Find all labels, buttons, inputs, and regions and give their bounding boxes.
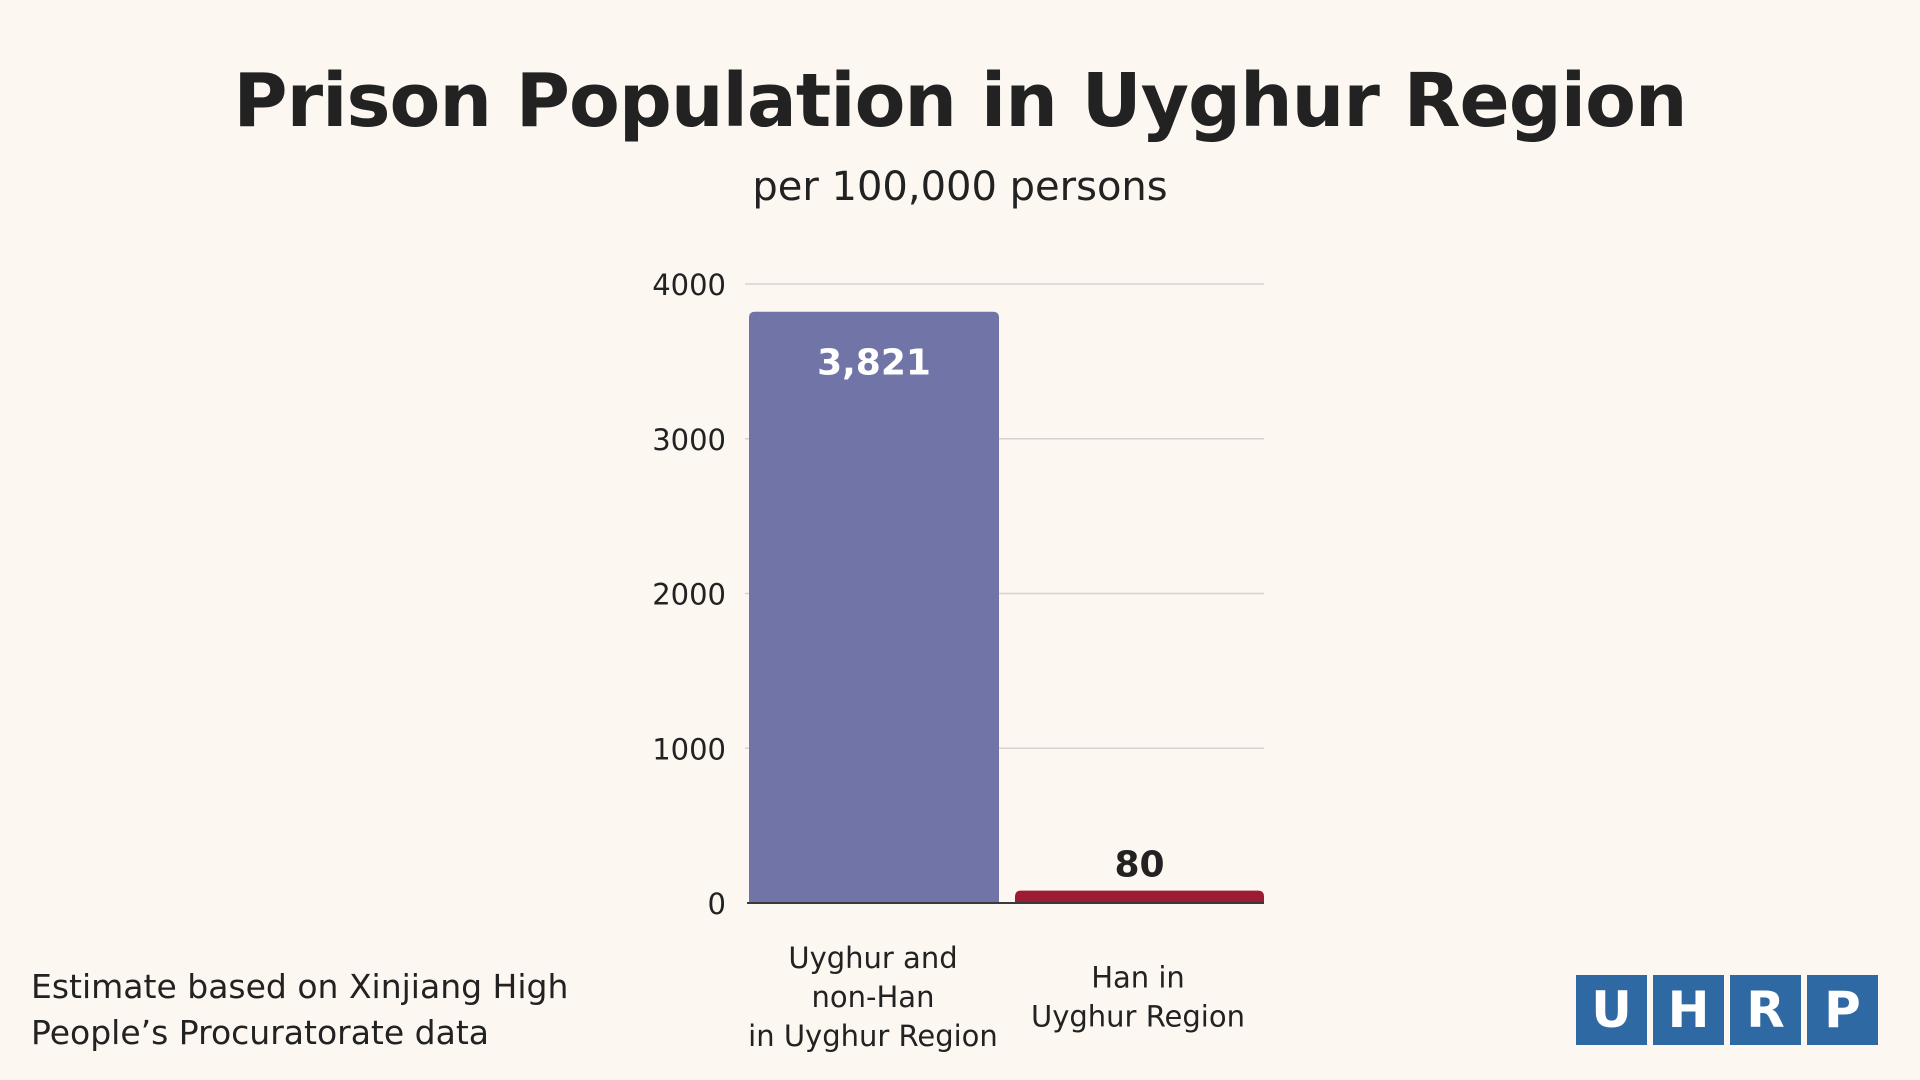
x-category-label: Han in Uyghur Region [1031,961,1245,1034]
x-category-label-line: Uyghur Region [1031,1000,1245,1034]
data-label: 3,821 [817,343,931,384]
x-category-label-line: Han in [1091,961,1185,995]
y-tick-label: 1000 [652,732,726,766]
logo-letter: R [1730,975,1801,1045]
data-label: 80 [1114,845,1164,886]
y-tick-label: 0 [708,887,726,921]
x-category-label: Uyghur and non-Han in Uyghur Region [748,941,998,1053]
bar [1015,890,1264,903]
y-tick-label: 3000 [652,423,726,457]
logo-letter: H [1653,975,1724,1045]
y-tick-label: 2000 [652,578,726,612]
source-footnote: Estimate based on Xinjiang High People’s… [31,967,569,1052]
x-category-label-line: non-Han [812,980,935,1014]
y-tick-label: 4000 [652,268,726,302]
x-category-label-line: Uyghur and [788,941,957,975]
logo-letter: P [1807,975,1878,1045]
x-category-label-line: in Uyghur Region [748,1019,998,1053]
logo-letter: U [1576,975,1647,1045]
uhrp-logo: U H R P [1576,975,1878,1045]
chart-title: Prison Population in Uyghur Region [233,58,1687,144]
chart-subtitle: per 100,000 persons [752,164,1168,210]
bar [749,311,999,903]
